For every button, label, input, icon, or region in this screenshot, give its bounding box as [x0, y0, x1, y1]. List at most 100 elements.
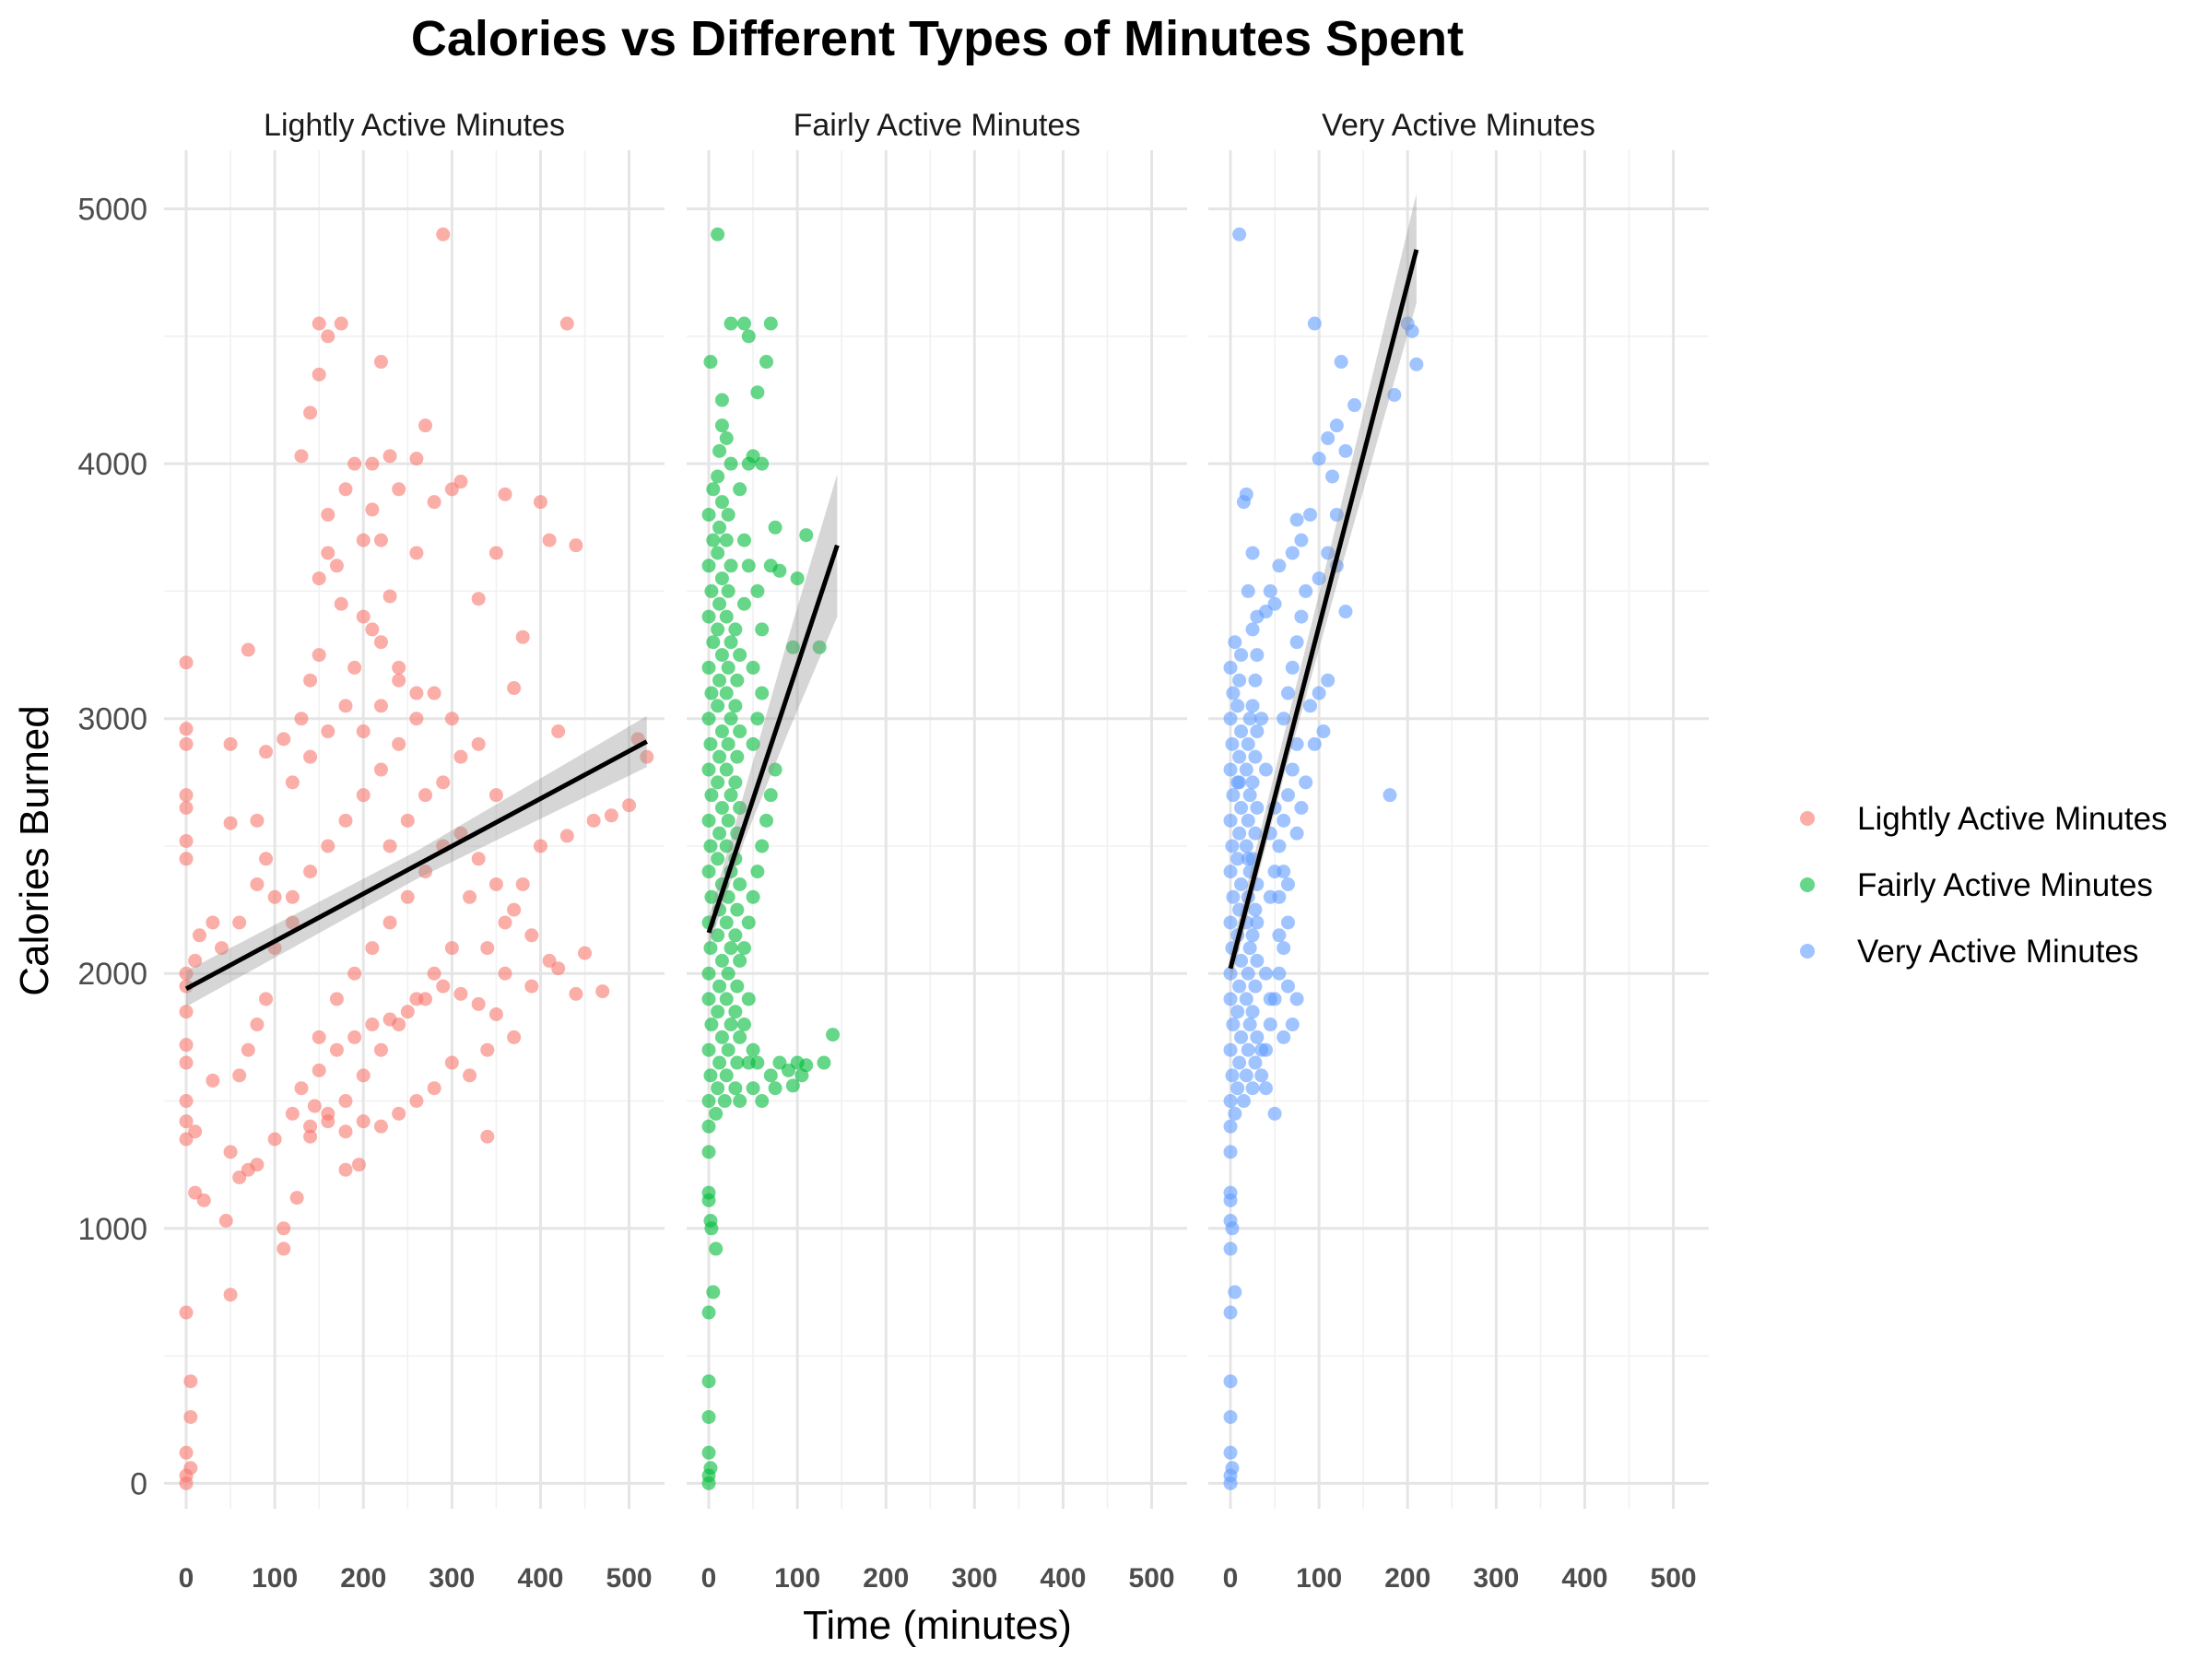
data-point: [471, 592, 486, 606]
data-point: [719, 992, 734, 1006]
data-point: [712, 979, 727, 994]
data-point: [1241, 736, 1255, 751]
data-point: [507, 1030, 522, 1044]
y-tick-label: 4000: [77, 447, 147, 482]
data-point: [1338, 443, 1353, 458]
data-point: [1387, 387, 1402, 402]
point-layer: [701, 227, 841, 1490]
data-point: [329, 1042, 344, 1057]
data-point: [736, 533, 751, 547]
data-point: [453, 826, 468, 841]
x-tick-label: 200: [863, 1563, 909, 1594]
data-point: [223, 1145, 238, 1159]
data-point: [724, 941, 738, 956]
data-point: [1232, 673, 1247, 688]
data-point: [1226, 788, 1241, 803]
data-point: [303, 1119, 318, 1134]
data-point: [730, 1055, 745, 1070]
data-point: [250, 1018, 265, 1032]
data-point: [1405, 324, 1419, 338]
data-point: [728, 622, 743, 637]
data-point: [179, 1038, 194, 1053]
data-point: [724, 635, 738, 650]
x-tick-label: 500: [1129, 1563, 1175, 1594]
data-point: [799, 1058, 814, 1073]
data-point: [1312, 571, 1326, 586]
data-point: [1321, 430, 1335, 445]
data-point: [1242, 941, 1257, 956]
data-point: [704, 1018, 719, 1032]
data-point: [321, 507, 335, 522]
data-point: [1277, 941, 1291, 956]
data-point: [714, 418, 729, 433]
data-point: [703, 355, 718, 370]
data-point: [1285, 660, 1300, 675]
data-point: [267, 1132, 282, 1147]
data-point: [418, 992, 433, 1006]
data-point: [768, 520, 782, 535]
data-point: [826, 1028, 841, 1042]
data-point: [392, 736, 406, 751]
data-point: [1223, 1094, 1238, 1109]
data-point: [1254, 712, 1269, 726]
data-point: [711, 699, 725, 713]
data-point: [373, 635, 388, 650]
x-tick-label: 400: [1561, 1563, 1607, 1594]
data-point: [768, 1081, 782, 1096]
data-point: [721, 660, 735, 675]
y-tick-label: 3000: [77, 702, 147, 737]
data-point: [1228, 1285, 1242, 1300]
data-point: [427, 686, 441, 700]
data-point: [741, 992, 756, 1006]
data-point: [188, 953, 203, 968]
data-point: [1230, 1005, 1245, 1019]
data-point: [1248, 749, 1263, 764]
data-point: [409, 452, 424, 466]
data-point: [1409, 357, 1424, 371]
data-point: [701, 1094, 716, 1109]
data-point: [289, 1191, 304, 1206]
facet-strip-label: Fairly Active Minutes: [794, 108, 1081, 143]
data-point: [312, 1063, 326, 1077]
data-point: [267, 889, 282, 904]
legend: Lightly Active Minutes Fairly Active Minu…: [1800, 801, 2168, 970]
data-point: [480, 1042, 495, 1057]
data-point: [1223, 660, 1238, 675]
data-point: [719, 1068, 734, 1083]
data-point: [515, 877, 530, 891]
legend-key: [1800, 877, 1815, 892]
data-point: [1250, 800, 1265, 815]
data-point: [1232, 1055, 1247, 1070]
trend-line: [1228, 249, 1419, 970]
data-point: [294, 712, 309, 726]
data-point: [1280, 979, 1295, 994]
data-point: [179, 1094, 194, 1109]
data-point: [303, 865, 318, 879]
x-tick-label: 400: [1040, 1563, 1086, 1594]
data-point: [712, 1055, 727, 1070]
data-point: [730, 979, 745, 994]
data-point: [719, 686, 734, 700]
trend-line: [706, 544, 840, 934]
data-point: [1223, 1145, 1238, 1159]
data-point: [329, 992, 344, 1006]
data-point: [1225, 839, 1240, 853]
data-point: [179, 800, 194, 815]
data-point: [542, 533, 557, 547]
data-point: [1241, 966, 1255, 981]
data-point: [1239, 1068, 1253, 1083]
data-point: [179, 1055, 194, 1070]
data-point: [746, 1042, 760, 1057]
data-point: [427, 495, 441, 510]
data-point: [471, 996, 486, 1011]
data-point: [709, 1241, 724, 1256]
data-point: [569, 538, 583, 553]
data-point: [1272, 966, 1287, 981]
data-point: [1223, 1305, 1238, 1320]
data-point: [733, 482, 747, 497]
data-point: [1223, 1445, 1238, 1460]
data-point: [721, 583, 735, 598]
data-point: [1230, 1081, 1245, 1096]
data-point: [703, 941, 718, 956]
